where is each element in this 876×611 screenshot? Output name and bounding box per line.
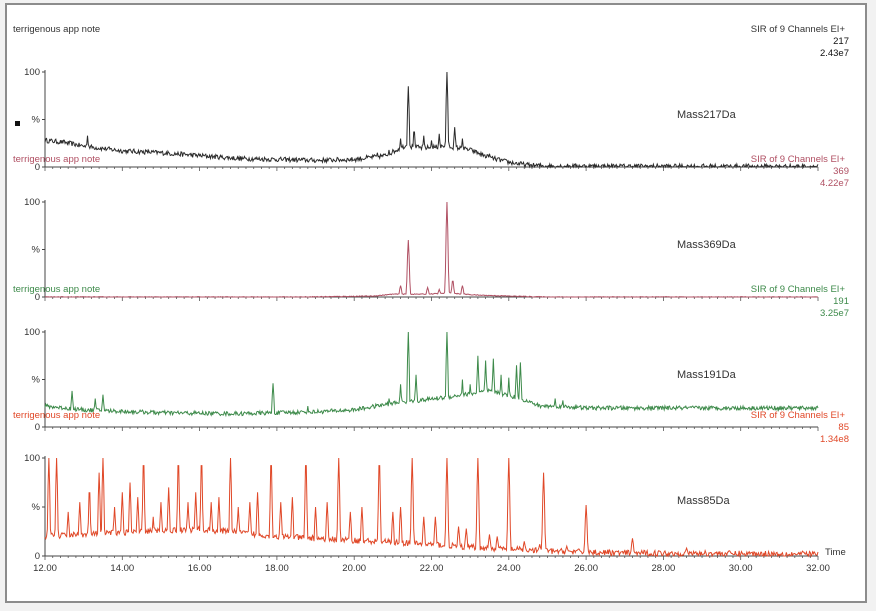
x-tick-label: 22.00 (420, 563, 444, 574)
trace-line (44, 201, 819, 298)
panel-channel: 85 (838, 422, 849, 433)
mass-label: Mass191Da (677, 369, 737, 381)
panel-source: terrigenous app note (13, 410, 100, 421)
y-tick-label: % (32, 245, 41, 256)
y-tick-label: 100 (24, 197, 40, 208)
x-tick-label: 16.00 (188, 563, 212, 574)
mass-label: Mass217Da (677, 109, 737, 121)
y-tick-label: 100 (24, 67, 40, 78)
selection-marker-icon (15, 121, 20, 126)
panel-channel: 191 (833, 296, 849, 307)
x-tick-label: 24.00 (497, 563, 521, 574)
panel-source: terrigenous app note (13, 284, 100, 295)
panel-mode: SIR of 9 Channels EI+ (751, 24, 846, 35)
x-tick-label: 30.00 (729, 563, 753, 574)
panel-intensity: 3.25e7 (820, 308, 849, 319)
panel-mode: SIR of 9 Channels EI+ (751, 154, 846, 165)
trace-line (44, 71, 819, 169)
x-tick-label: 32.00 (806, 563, 830, 574)
x-tick-label: 26.00 (574, 563, 598, 574)
panel-mode: SIR of 9 Channels EI+ (751, 284, 846, 295)
x-tick-label: 14.00 (110, 563, 134, 574)
trace-line (44, 457, 819, 558)
x-tick-label: 12.00 (33, 563, 57, 574)
trace-line (44, 331, 819, 418)
mass-label: Mass369Da (677, 239, 737, 251)
y-tick-label: 0 (35, 551, 40, 562)
panel-channel: 217 (833, 36, 849, 47)
panel-source: terrigenous app note (13, 24, 100, 35)
panel-channel: 369 (833, 166, 849, 177)
y-tick-label: 100 (24, 453, 40, 464)
x-axis-label: Time (825, 547, 846, 558)
chromatogram-panel-217: terrigenous app note SIR of 9 Channels EI… (13, 24, 849, 173)
y-tick-label: % (32, 375, 41, 386)
y-tick-label: 0 (35, 292, 40, 303)
panel-source: terrigenous app note (13, 154, 100, 165)
x-tick-label: 28.00 (652, 563, 676, 574)
x-tick-label: 20.00 (342, 563, 366, 574)
y-tick-label: % (32, 115, 41, 126)
y-tick-label: % (32, 502, 41, 513)
y-tick-label: 100 (24, 327, 40, 338)
chart-frame: terrigenous app note SIR of 9 Channels EI… (5, 3, 867, 603)
chromatogram-panel-369: terrigenous app note SIR of 9 Channels EI… (13, 154, 849, 303)
y-tick-label: 0 (35, 162, 40, 173)
chromatogram-panel-191: terrigenous app note SIR of 9 Channels EI… (13, 284, 849, 433)
panel-intensity: 4.22e7 (820, 178, 849, 189)
y-tick-label: 0 (35, 422, 40, 433)
mass-label: Mass85Da (677, 495, 730, 507)
panel-mode: SIR of 9 Channels EI+ (751, 410, 846, 421)
chromatogram-stack: terrigenous app note SIR of 9 Channels EI… (13, 24, 849, 574)
panel-intensity: 1.34e8 (820, 434, 849, 445)
x-tick-label: 18.00 (265, 563, 289, 574)
chromatogram-panel-85: terrigenous app note SIR of 9 Channels EI… (13, 410, 849, 562)
panel-intensity: 2.43e7 (820, 48, 849, 59)
